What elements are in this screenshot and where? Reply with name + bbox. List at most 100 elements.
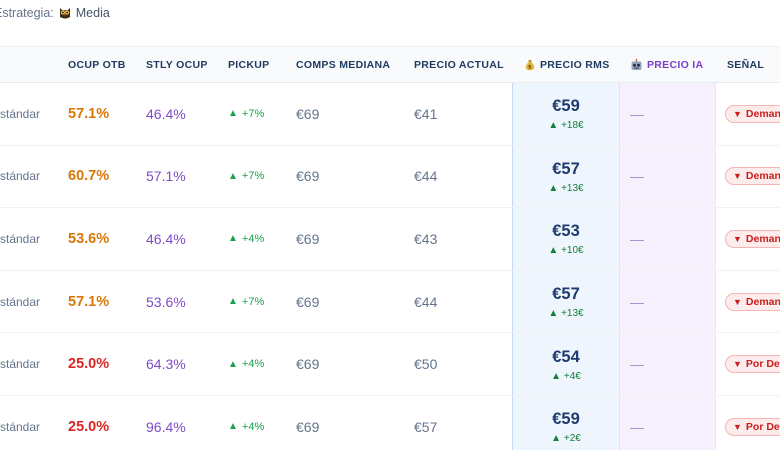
up-triangle-icon: ▲ (228, 421, 238, 433)
header-ocup-otb[interactable]: OCUP OTB (68, 59, 126, 71)
precio-rms-cell[interactable]: €54 ▲ +4€ (512, 333, 620, 395)
precio-actual-value: €44 (414, 293, 438, 310)
header-stly-ocup[interactable]: STLY OCUP (146, 59, 208, 71)
precio-ia-value: — (630, 168, 644, 185)
header-comps-mediana[interactable]: COMPS MEDIANA (296, 59, 391, 71)
precio-rms-cell[interactable]: €57 ▲ +13€ (512, 146, 620, 208)
room-type: Estándar (0, 231, 41, 246)
precio-ia-value: — (630, 105, 644, 122)
stly-ocup-value: 64.3% (146, 356, 186, 373)
header-precio-ia[interactable]: PRECIO IA (630, 47, 703, 83)
strategy-label: Estrategia: (0, 6, 54, 20)
precio-rms-value: €53 (552, 222, 580, 241)
comps-mediana-value: €69 (296, 105, 320, 122)
pickup-text: +4% (241, 232, 265, 245)
table-body: Estándar 57.1% 46.4% ▲ +7% €69 €41 €59 ▲… (0, 83, 780, 450)
ia-column-highlight (620, 46, 716, 450)
up-triangle-icon: ▲ (548, 120, 559, 132)
precio-ia-value: — (630, 293, 644, 310)
table-row[interactable]: Estándar 25.0% 96.4% ▲ +4% €69 €57 €59 ▲… (0, 396, 780, 450)
precio-ia-value: — (630, 356, 644, 373)
precio-rms-delta: ▲ +13€ (548, 183, 583, 194)
signal-text: Por Debajo (745, 420, 780, 433)
precio-rms-delta-text: +18€ (561, 120, 584, 132)
precio-rms-delta: ▲ +4€ (551, 371, 581, 382)
precio-rms-delta-text: +2€ (563, 433, 581, 445)
signal-badge[interactable]: ▼ Demanda (725, 229, 780, 248)
down-triangle-icon: ▼ (733, 359, 742, 370)
header-precio-rms-label: PRECIO RMS (540, 59, 610, 71)
header-senal[interactable]: SEÑAL (727, 59, 765, 71)
room-type: Estándar (0, 357, 41, 372)
down-triangle-icon: ▼ (733, 296, 742, 307)
header-precio-actual[interactable]: PRECIO ACTUAL (414, 59, 504, 71)
svg-text:$: $ (528, 65, 532, 71)
table-row[interactable]: Estándar 25.0% 64.3% ▲ +4% €69 €50 €54 ▲… (0, 333, 780, 396)
robot-icon (630, 58, 643, 72)
comps-mediana-value: €69 (296, 230, 320, 247)
precio-rms-value: €59 (552, 410, 580, 429)
ocup-otb-value: 25.0% (68, 356, 110, 373)
pickup-text: +4% (241, 358, 265, 371)
header-precio-rms[interactable]: $ PRECIO RMS (524, 47, 610, 83)
signal-badge[interactable]: ▼ Por Debajo (725, 417, 780, 436)
pickup-value: ▲ +7% (228, 83, 264, 145)
precio-rms-cell[interactable]: €57 ▲ +13€ (512, 271, 620, 333)
down-triangle-icon: ▼ (733, 108, 742, 119)
pickup-text: +7% (241, 170, 265, 183)
precio-actual-value: €57 (414, 418, 438, 435)
signal-badge[interactable]: ▼ Demanda (725, 104, 780, 123)
up-triangle-icon: ▲ (548, 182, 559, 194)
precio-rms-cell[interactable]: €53 ▲ +10€ (512, 208, 620, 270)
comps-mediana-value: €69 (296, 293, 320, 310)
precio-actual-value: €41 (414, 105, 438, 122)
ocup-otb-value: 57.1% (68, 293, 110, 310)
precio-rms-delta-text: +13€ (561, 308, 584, 320)
owl-icon (58, 6, 72, 20)
strategy-indicator: Estrategia: Media (0, 4, 110, 22)
pickup-value: ▲ +4% (228, 396, 264, 450)
precio-rms-delta: ▲ +10€ (548, 245, 583, 256)
up-triangle-icon: ▲ (228, 108, 238, 120)
precio-rms-cell[interactable]: €59 ▲ +2€ (512, 396, 620, 450)
signal-badge[interactable]: ▼ Por Debajo (725, 355, 780, 374)
table-row[interactable]: Estándar 57.1% 46.4% ▲ +7% €69 €41 €59 ▲… (0, 83, 780, 146)
up-triangle-icon: ▲ (228, 296, 238, 308)
precio-rms-cell[interactable]: €59 ▲ +18€ (512, 83, 620, 145)
precio-actual-value: €44 (414, 168, 438, 185)
signal-text: Demanda (745, 295, 780, 308)
up-triangle-icon: ▲ (551, 370, 562, 382)
comps-mediana-value: €69 (296, 418, 320, 435)
header-precio-ia-label: PRECIO IA (647, 59, 704, 71)
down-triangle-icon: ▼ (733, 233, 742, 244)
pickup-text: +7% (241, 295, 265, 308)
ocup-otb-value: 60.7% (68, 168, 110, 185)
down-triangle-icon: ▼ (733, 171, 742, 182)
table-header: OCUP OTB STLY OCUP PICKUP COMPS MEDIANA … (0, 46, 780, 83)
down-triangle-icon: ▼ (733, 421, 742, 432)
precio-rms-value: €57 (552, 285, 580, 304)
table-row[interactable]: Estándar 53.6% 46.4% ▲ +4% €69 €43 €53 ▲… (0, 208, 780, 271)
table-row[interactable]: Estándar 57.1% 53.6% ▲ +7% €69 €44 €57 ▲… (0, 271, 780, 334)
precio-actual-value: €50 (414, 356, 438, 373)
pickup-value: ▲ +7% (228, 146, 264, 208)
precio-rms-delta: ▲ +13€ (548, 308, 583, 319)
precio-rms-delta: ▲ +18€ (548, 120, 583, 131)
precio-rms-delta: ▲ +2€ (551, 433, 581, 444)
signal-badge[interactable]: ▼ Demanda (725, 167, 780, 186)
header-pickup[interactable]: PICKUP (228, 59, 270, 71)
pricing-table: OCUP OTB STLY OCUP PICKUP COMPS MEDIANA … (0, 46, 780, 450)
ocup-otb-value: 25.0% (68, 418, 110, 435)
room-type: Estándar (0, 106, 41, 121)
signal-badge[interactable]: ▼ Demanda (725, 292, 780, 311)
rms-column-highlight (512, 46, 620, 450)
table-row[interactable]: Estándar 60.7% 57.1% ▲ +7% €69 €44 €57 ▲… (0, 146, 780, 209)
up-triangle-icon: ▲ (551, 433, 562, 445)
up-triangle-icon: ▲ (228, 233, 238, 245)
precio-ia-value: — (630, 230, 644, 247)
pickup-text: +7% (241, 107, 265, 120)
precio-rms-value: €57 (552, 159, 580, 178)
room-type: Estándar (0, 294, 41, 309)
room-type: Estándar (0, 169, 41, 184)
precio-rms-delta-text: +10€ (561, 245, 584, 257)
